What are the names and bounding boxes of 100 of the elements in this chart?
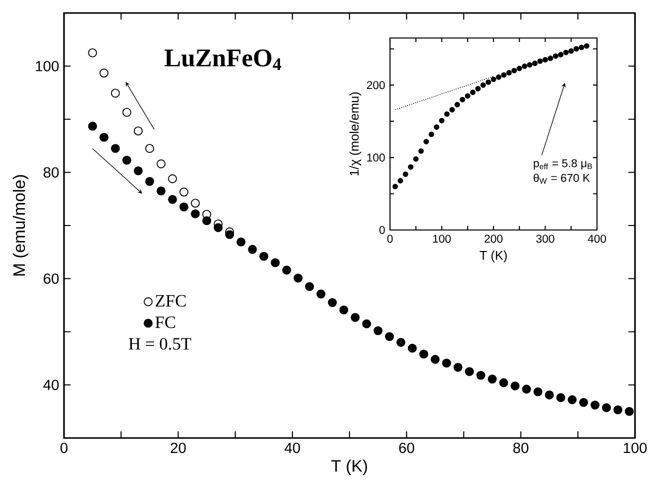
- point: [374, 326, 383, 336]
- point: [418, 148, 424, 154]
- point: [110, 88, 120, 98]
- point: [408, 344, 417, 353]
- point: [134, 166, 143, 176]
- point: [449, 106, 455, 112]
- point: [511, 68, 517, 74]
- y-tick-label: 80: [44, 167, 59, 178]
- point: [100, 68, 108, 78]
- point: [613, 405, 622, 414]
- point: [202, 216, 212, 226]
- point: [516, 66, 522, 72]
- point: [526, 62, 532, 68]
- y-tick-label: 60: [44, 273, 59, 284]
- x-tick-label: 20: [170, 442, 186, 454]
- point: [490, 76, 496, 82]
- annotation: p$_{eff}$ = 5.8 μ$_{B}$: [534, 159, 592, 170]
- x-tick-label: 100: [433, 234, 451, 243]
- point: [434, 124, 440, 130]
- point: [428, 132, 434, 138]
- point: [168, 195, 177, 204]
- point: [190, 209, 200, 218]
- point: [460, 96, 466, 102]
- x-axis-title: T (K): [331, 460, 367, 476]
- point: [110, 144, 120, 153]
- text: LuZnFeO$_{4}$: [164, 49, 282, 70]
- point: [225, 230, 234, 239]
- annotation: H = 0.5T: [128, 338, 192, 350]
- point: [470, 90, 476, 96]
- point: [413, 156, 419, 162]
- point: [179, 202, 188, 212]
- y-tick-label: 40: [43, 380, 59, 390]
- point: [145, 144, 154, 153]
- point: [408, 164, 414, 170]
- point: [282, 266, 292, 275]
- point: [156, 159, 166, 168]
- point: [248, 244, 257, 254]
- point: [190, 198, 200, 208]
- point: [168, 174, 177, 184]
- point: [88, 48, 98, 58]
- point: [568, 395, 577, 404]
- point: [122, 156, 132, 165]
- point: [259, 252, 268, 261]
- point: [454, 362, 462, 372]
- point: [602, 403, 611, 412]
- point: [486, 79, 492, 85]
- point: [624, 406, 634, 416]
- point: [522, 384, 531, 394]
- point: [532, 60, 538, 66]
- point: [430, 354, 440, 364]
- point: [480, 82, 486, 88]
- point: [464, 93, 470, 99]
- x-tick-label: 300: [536, 234, 554, 243]
- point: [590, 400, 600, 410]
- point: [556, 393, 566, 402]
- point: [294, 274, 303, 283]
- point: [496, 74, 502, 80]
- point: [214, 223, 223, 232]
- x-tick-label: 40: [284, 442, 300, 454]
- point: [145, 176, 154, 186]
- point: [134, 126, 143, 136]
- y-tick-label: 100: [367, 154, 385, 162]
- point: [122, 108, 132, 117]
- annotation: θ$_{W}$ = 670 K: [534, 174, 590, 184]
- point: [558, 52, 564, 58]
- point: [328, 298, 337, 308]
- x-axis-title: T (K): [480, 250, 507, 262]
- legend-label: FC: [155, 316, 176, 328]
- point: [510, 381, 520, 390]
- point: [579, 398, 588, 407]
- point: [568, 48, 574, 54]
- point: [501, 72, 507, 78]
- point: [402, 171, 408, 177]
- point: [533, 387, 542, 396]
- point: [442, 358, 452, 368]
- point: [464, 367, 474, 376]
- point: [419, 350, 428, 359]
- y-axis-title: M (emu/mole): [12, 175, 28, 276]
- x-tick-label: 60: [399, 442, 414, 454]
- y-tick-label: 200: [366, 81, 385, 90]
- x-tick-label: 0: [60, 442, 68, 454]
- point: [100, 132, 108, 142]
- point: [475, 86, 481, 92]
- point: [305, 282, 314, 292]
- point: [362, 319, 372, 328]
- point: [548, 56, 554, 62]
- point: [488, 374, 497, 384]
- x-tick-label: 200: [484, 234, 503, 243]
- y-tick-label: 100: [36, 60, 59, 72]
- x-tick-label: 400: [588, 234, 606, 243]
- point: [454, 102, 460, 108]
- point: [552, 53, 558, 59]
- x-tick-label: 0: [387, 234, 393, 243]
- point: [392, 184, 398, 190]
- x-tick-label: 80: [513, 442, 528, 454]
- point: [537, 58, 543, 64]
- point: [584, 43, 590, 49]
- point: [499, 378, 508, 388]
- point: [88, 122, 98, 131]
- point: [179, 188, 188, 197]
